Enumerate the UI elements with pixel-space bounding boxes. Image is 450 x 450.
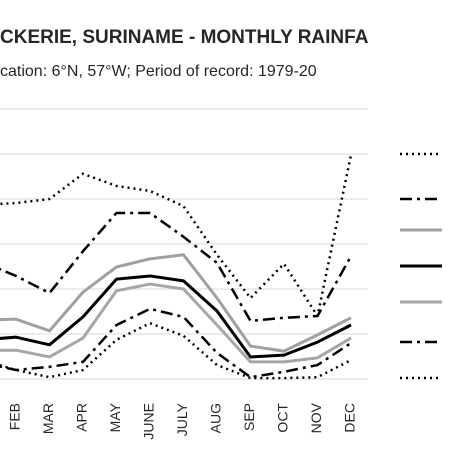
series-line (0, 211, 353, 323)
x-tick-label: MAY (107, 402, 123, 432)
series-line (0, 307, 352, 379)
x-tick-label: APR (74, 403, 90, 432)
x-tick-label: NOV (308, 402, 324, 433)
chart-subtitle: cation: 6°N, 57°W; Period of record: 197… (0, 63, 317, 80)
x-tick-label: OCT (275, 403, 291, 433)
x-tick-label: DEC (342, 403, 358, 433)
x-tick-label: FEB (7, 403, 23, 430)
series-line (0, 282, 352, 364)
x-tick-label: SEP (241, 403, 257, 431)
x-tick-label: AUG (208, 403, 224, 433)
x-tick-label: MAR (40, 403, 56, 434)
series-line (0, 253, 352, 353)
series-line (0, 274, 352, 359)
x-tick-label: JULY (174, 402, 190, 436)
chart-title: CKERIE, SURINAME - MONTHLY RAINFA (0, 27, 369, 48)
x-tick-label: JUNE (141, 403, 157, 440)
series-line (0, 154, 353, 318)
